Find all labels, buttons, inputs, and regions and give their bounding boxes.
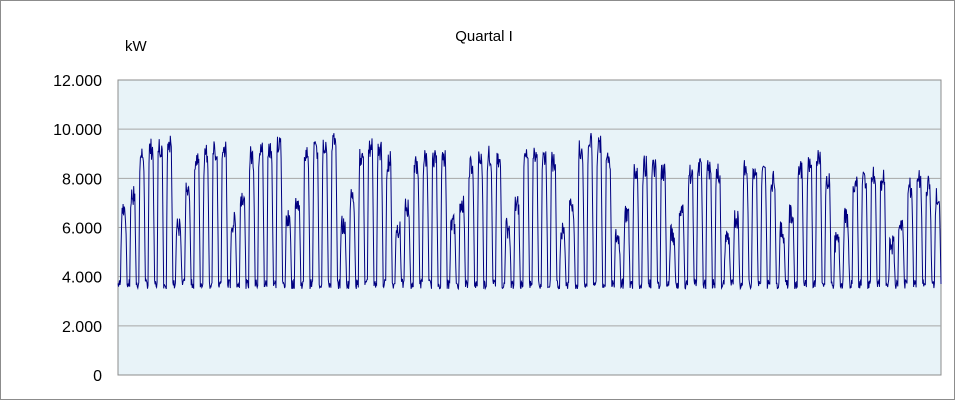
chart-title: Quartal I bbox=[455, 28, 513, 45]
series-line bbox=[117, 133, 942, 291]
y-axis-unit: kW bbox=[125, 38, 148, 55]
y-tick-label: 0 bbox=[93, 368, 102, 385]
y-tick-label: 2.000 bbox=[62, 319, 102, 336]
y-tick-label: 8.000 bbox=[62, 171, 102, 188]
y-tick-label: 6.000 bbox=[62, 221, 102, 238]
y-tick-label: 4.000 bbox=[62, 270, 102, 287]
y-tick-label: 12.000 bbox=[53, 73, 102, 90]
y-tick-label: 10.000 bbox=[53, 122, 102, 139]
y-axis-ticks: 0 2.000 4.000 6.000 8.000 10.000 12.000 bbox=[53, 73, 102, 385]
